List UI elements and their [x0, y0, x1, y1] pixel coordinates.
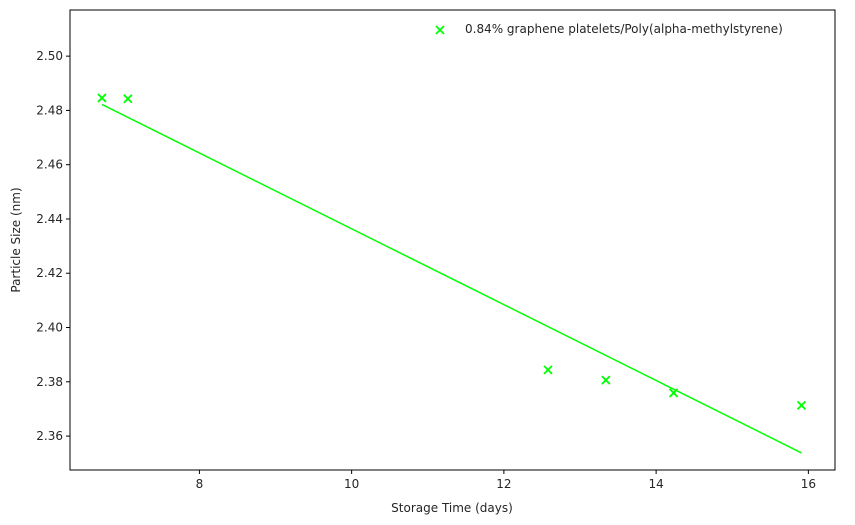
y-tick-label: 2.46 [36, 158, 63, 172]
data-point [543, 365, 553, 375]
fit-line-layer [101, 103, 802, 454]
y-axis: 2.36 2.38 2.40 2.42 2.44 2.46 2.48 2.50 [36, 49, 70, 443]
legend: 0.84% graphene platelets/Poly(alpha-meth… [435, 22, 783, 36]
data-point [601, 375, 611, 385]
x-tick-label: 10 [344, 477, 359, 491]
legend-label: 0.84% graphene platelets/Poly(alpha-meth… [465, 22, 783, 36]
plot-area [69, 9, 836, 471]
x-tick-label: 8 [196, 477, 204, 491]
legend-marker-x-icon [435, 25, 445, 35]
y-tick-label: 2.50 [36, 49, 63, 63]
x-tick-label: 14 [648, 477, 663, 491]
scatter-points [97, 93, 807, 411]
data-point [123, 94, 133, 104]
fit-line [101, 103, 802, 454]
legend-x-icon [435, 25, 445, 35]
y-tick-label: 2.36 [36, 429, 63, 443]
data-point [668, 388, 679, 398]
y-tick-label: 2.48 [36, 103, 63, 117]
x-axis-label: Storage Time (days) [391, 501, 513, 515]
y-tick-label: 2.42 [36, 266, 63, 280]
x-tick-label: 16 [801, 477, 816, 491]
y-axis-label: Particle Size (nm) [9, 187, 23, 292]
data-point [97, 93, 107, 103]
x-axis: 8 10 12 14 16 [196, 470, 816, 491]
data-point [796, 400, 807, 411]
y-tick-label: 2.40 [36, 321, 63, 335]
x-tick-label: 12 [496, 477, 511, 491]
y-tick-label: 2.38 [36, 375, 63, 389]
y-tick-label: 2.44 [36, 212, 63, 226]
